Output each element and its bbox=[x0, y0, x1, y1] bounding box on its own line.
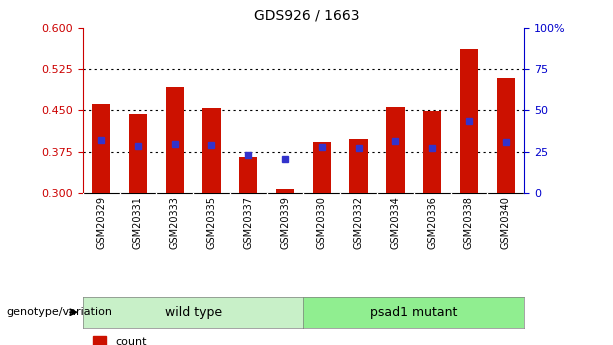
Text: wild type: wild type bbox=[164, 306, 222, 319]
Bar bbox=[92, 104, 110, 193]
Text: GSM20338: GSM20338 bbox=[464, 196, 474, 249]
Text: GSM20331: GSM20331 bbox=[133, 196, 143, 249]
Bar bbox=[276, 189, 294, 193]
Bar bbox=[460, 49, 478, 193]
Text: GSM20329: GSM20329 bbox=[96, 196, 106, 249]
Text: GSM20335: GSM20335 bbox=[207, 196, 216, 249]
Text: GSM20334: GSM20334 bbox=[390, 196, 400, 249]
Bar bbox=[423, 111, 441, 193]
Text: GSM20339: GSM20339 bbox=[280, 196, 290, 249]
Legend: count, percentile rank within the sample: count, percentile rank within the sample bbox=[88, 332, 307, 345]
Bar bbox=[166, 87, 184, 193]
Bar bbox=[497, 78, 515, 193]
Bar bbox=[386, 107, 405, 193]
Text: psad1 mutant: psad1 mutant bbox=[370, 306, 457, 319]
Bar bbox=[313, 142, 331, 193]
Text: GSM20340: GSM20340 bbox=[501, 196, 511, 249]
Text: GSM20336: GSM20336 bbox=[427, 196, 437, 249]
Bar bbox=[129, 114, 147, 193]
Text: GDS926 / 1663: GDS926 / 1663 bbox=[254, 9, 359, 23]
Bar bbox=[349, 139, 368, 193]
Text: GSM20333: GSM20333 bbox=[170, 196, 180, 249]
Text: GSM20337: GSM20337 bbox=[243, 196, 253, 249]
Text: GSM20330: GSM20330 bbox=[317, 196, 327, 249]
Bar bbox=[239, 157, 257, 193]
Text: GSM20332: GSM20332 bbox=[354, 196, 364, 249]
Bar bbox=[202, 108, 221, 193]
Text: genotype/variation: genotype/variation bbox=[6, 307, 112, 317]
